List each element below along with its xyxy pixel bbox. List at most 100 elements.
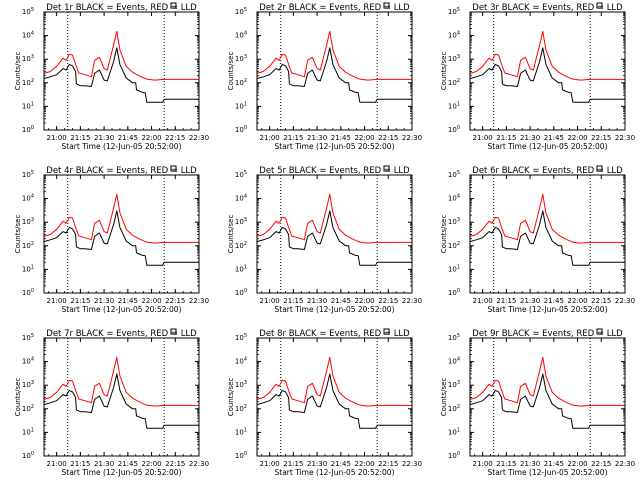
y-tick-label: 103	[22, 380, 34, 389]
x-tick-label: 22:15	[591, 460, 611, 468]
x-axis-label: Start Time (12-Jun-05 20:52:00)	[488, 305, 608, 314]
x-tick-label: 21:15	[283, 134, 303, 142]
x-tick-label: 22:00	[354, 134, 374, 142]
y-tick-label: 104	[235, 194, 247, 203]
x-tick-label: 21:30	[307, 134, 327, 142]
x-tick-label: 21:45	[544, 297, 564, 305]
series-line-events	[256, 210, 412, 266]
x-tick-label: 22:30	[189, 134, 209, 142]
y-tick-label: 100	[22, 288, 34, 297]
series-line-lld	[43, 356, 199, 407]
y-tick-label: 103	[448, 217, 460, 226]
y-tick-label: 105	[448, 7, 460, 16]
detector-panel-1: Det 1r BLACK = Events, RED = LLD Counts/s…	[14, 2, 209, 151]
y-tick-label: 101	[448, 101, 460, 110]
x-tick-label: 21:30	[94, 134, 114, 142]
x-tick-label: 22:15	[591, 134, 611, 142]
y-tick-label: 103	[235, 54, 247, 63]
series-line-events	[43, 47, 199, 103]
x-tick-label: 22:30	[402, 134, 422, 142]
y-axis-label: Counts/sec	[227, 52, 235, 91]
series-line-events	[43, 210, 199, 266]
detector-panel-3: Det 3r BLACK = Events, RED = LLD Counts/s…	[440, 2, 635, 151]
panel-title: Det 5r BLACK = Events, RED = LLD	[259, 166, 410, 176]
x-tick-label: 21:15	[496, 134, 516, 142]
x-tick-label: 22:30	[402, 297, 422, 305]
panel-title: Det 7r BLACK = Events, RED = LLD	[46, 329, 197, 339]
x-tick-label: 22:15	[378, 460, 398, 468]
y-tick-label: 100	[235, 125, 247, 134]
series-line-lld	[256, 30, 412, 81]
panel-marker-box	[596, 2, 603, 9]
x-tick-label: 22:00	[141, 297, 161, 305]
y-tick-label: 104	[448, 194, 460, 203]
series-line-lld	[256, 356, 412, 407]
detector-panel-8: Det 8r BLACK = Events, RED = LLD Counts/s…	[227, 328, 422, 477]
plot-frame	[256, 174, 413, 294]
plot-frame	[256, 11, 413, 131]
plot-frame	[469, 337, 626, 457]
panel-marker-box	[170, 328, 177, 335]
panel-marker-box	[383, 328, 390, 335]
x-tick-label: 21:30	[520, 134, 540, 142]
panel-title: Det 8r BLACK = Events, RED = LLD	[259, 329, 410, 339]
x-tick-label: 21:30	[520, 460, 540, 468]
x-tick-label: 21:45	[544, 134, 564, 142]
y-tick-label: 101	[235, 101, 247, 110]
plot-frame	[43, 11, 200, 131]
plot-frame	[469, 11, 626, 131]
x-tick-label: 21:00	[473, 297, 493, 305]
series-line-events	[256, 47, 412, 103]
y-tick-label: 101	[235, 427, 247, 436]
series-line-events	[469, 47, 625, 103]
plot-frame	[469, 174, 626, 294]
x-tick-label: 22:30	[402, 460, 422, 468]
series-line-events	[256, 373, 412, 429]
y-tick-label: 103	[235, 217, 247, 226]
x-axis-label: Start Time (12-Jun-05 20:52:00)	[488, 468, 608, 477]
panel-marker-box	[170, 165, 177, 172]
x-tick-label: 22:15	[165, 460, 185, 468]
y-tick-label: 100	[448, 288, 460, 297]
y-tick-label: 101	[448, 264, 460, 273]
x-tick-label: 22:00	[567, 297, 587, 305]
x-tick-label: 21:00	[47, 297, 67, 305]
panel-title: Det 4r BLACK = Events, RED = LLD	[46, 166, 197, 176]
x-tick-label: 22:30	[615, 134, 635, 142]
x-tick-label: 22:15	[165, 297, 185, 305]
series-line-events	[469, 373, 625, 429]
panel-title: Det 3r BLACK = Events, RED = LLD	[472, 3, 623, 13]
x-tick-label: 21:45	[331, 460, 351, 468]
x-tick-label: 22:15	[378, 134, 398, 142]
x-tick-label: 21:45	[118, 297, 138, 305]
x-tick-label: 22:30	[189, 460, 209, 468]
x-tick-label: 22:30	[615, 297, 635, 305]
x-tick-label: 21:15	[283, 297, 303, 305]
y-axis-label: Counts/sec	[440, 52, 448, 91]
panel-marker-box	[383, 2, 390, 9]
y-tick-label: 104	[448, 357, 460, 366]
x-tick-label: 21:15	[496, 460, 516, 468]
x-tick-label: 21:00	[260, 297, 280, 305]
detector-panel-7: Det 7r BLACK = Events, RED = LLD Counts/s…	[14, 328, 209, 477]
detector-panel-6: Det 6r BLACK = Events, RED = LLD Counts/s…	[440, 165, 635, 314]
series-line-lld	[469, 30, 625, 81]
panel-title: Det 2r BLACK = Events, RED = LLD	[259, 3, 410, 13]
panel-marker-box	[170, 2, 177, 9]
y-tick-label: 105	[22, 333, 34, 342]
x-axis-label: Start Time (12-Jun-05 20:52:00)	[62, 468, 182, 477]
x-tick-label: 22:00	[141, 134, 161, 142]
detector-panel-9: Det 9r BLACK = Events, RED = LLD Counts/s…	[440, 328, 635, 477]
x-tick-label: 21:15	[70, 460, 90, 468]
x-tick-label: 22:00	[141, 460, 161, 468]
y-axis-label: Counts/sec	[14, 378, 22, 417]
x-tick-label: 21:45	[118, 134, 138, 142]
y-tick-label: 105	[448, 333, 460, 342]
x-tick-label: 21:15	[496, 297, 516, 305]
y-tick-label: 101	[448, 427, 460, 436]
panel-marker-box	[596, 165, 603, 172]
y-tick-label: 105	[235, 170, 247, 179]
y-tick-label: 102	[22, 404, 34, 413]
y-axis-label: Counts/sec	[227, 215, 235, 254]
